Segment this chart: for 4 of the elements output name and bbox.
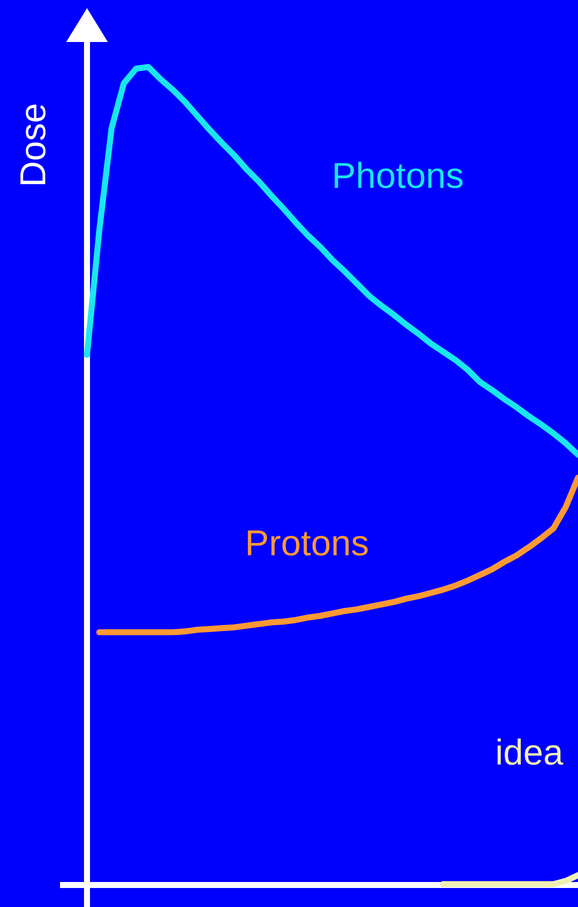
y-axis-title: Dose bbox=[20, 104, 46, 184]
series-label: Photons bbox=[334, 162, 463, 188]
series-label: Protons bbox=[248, 530, 368, 556]
text: idea bbox=[498, 738, 564, 765]
